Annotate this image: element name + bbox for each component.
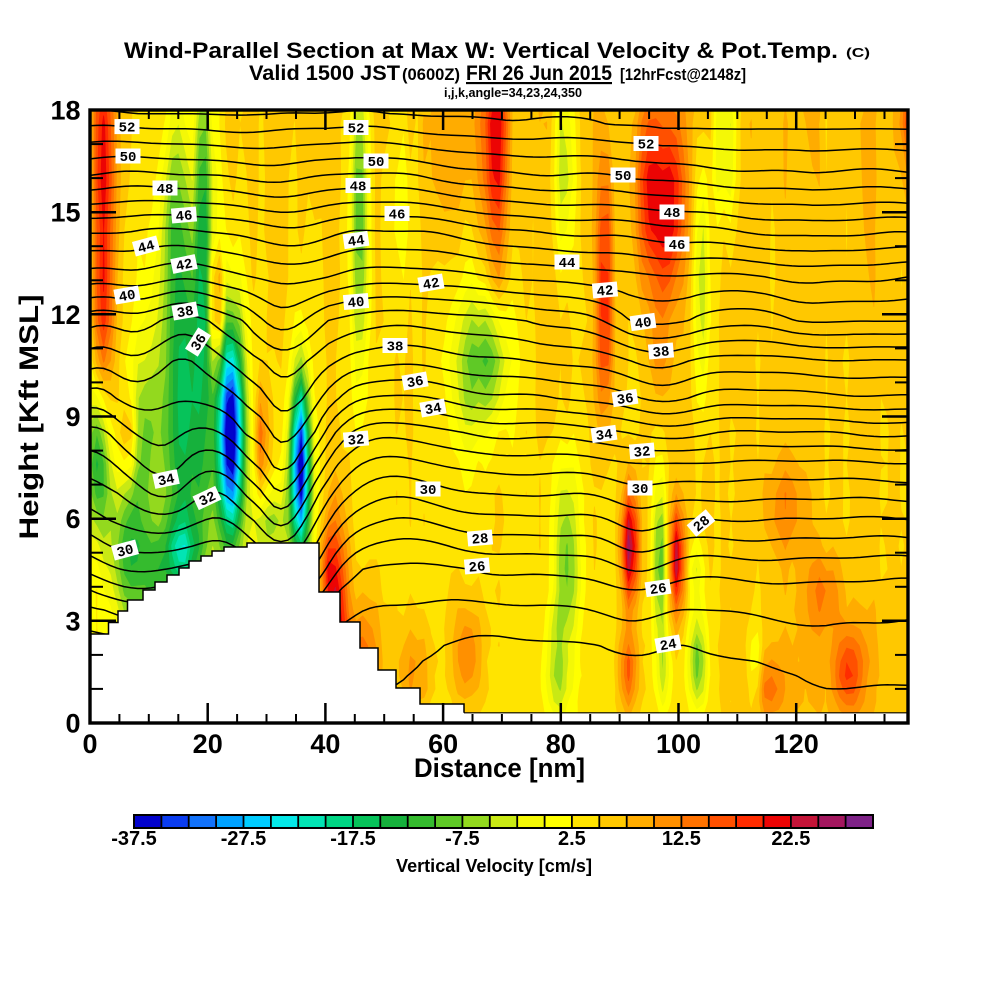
svg-text:28: 28 xyxy=(471,531,489,548)
svg-text:i,j,k,angle=34,23,24,350: i,j,k,angle=34,23,24,350 xyxy=(444,86,582,100)
svg-text:34: 34 xyxy=(595,427,614,445)
svg-text:Wind-Parallel Section at Max W: Wind-Parallel Section at Max W: Vertical… xyxy=(124,38,838,63)
svg-text:32: 32 xyxy=(347,432,365,449)
svg-text:50: 50 xyxy=(368,155,385,171)
svg-text:40: 40 xyxy=(118,288,137,307)
svg-text:22.5: 22.5 xyxy=(771,828,810,850)
svg-text:52: 52 xyxy=(638,138,655,154)
svg-text:50: 50 xyxy=(120,150,137,166)
svg-text:30: 30 xyxy=(115,542,135,562)
svg-text:12.5: 12.5 xyxy=(662,828,701,850)
svg-text:46: 46 xyxy=(175,208,193,225)
svg-text:-27.5: -27.5 xyxy=(221,828,267,850)
svg-text:15: 15 xyxy=(50,198,80,228)
svg-text:26: 26 xyxy=(649,581,668,599)
svg-text:32: 32 xyxy=(197,489,219,511)
svg-text:42: 42 xyxy=(422,276,441,295)
svg-text:32: 32 xyxy=(633,444,651,461)
svg-text:100: 100 xyxy=(656,729,701,759)
svg-text:42: 42 xyxy=(596,283,614,300)
svg-text:48: 48 xyxy=(664,206,681,222)
svg-text:Valid 1500 JST: Valid 1500 JST xyxy=(249,61,400,85)
svg-text:FRI 26 Jun 2015: FRI 26 Jun 2015 xyxy=(466,61,612,85)
svg-text:0: 0 xyxy=(65,709,80,739)
svg-text:Vertical Velocity [cm/s]: Vertical Velocity [cm/s] xyxy=(396,856,592,876)
svg-text:Distance [nm]: Distance [nm] xyxy=(414,753,585,783)
svg-text:12: 12 xyxy=(50,300,80,330)
svg-text:18: 18 xyxy=(50,96,80,126)
svg-text:9: 9 xyxy=(65,402,80,432)
svg-text:52: 52 xyxy=(119,121,136,137)
svg-text:46: 46 xyxy=(389,208,406,224)
svg-text:80: 80 xyxy=(546,729,576,759)
svg-text:(0600Z): (0600Z) xyxy=(402,66,460,84)
svg-text:[12hrFcst@2148z]: [12hrFcst@2148z] xyxy=(620,65,746,84)
svg-text:48: 48 xyxy=(157,182,174,198)
svg-text:36: 36 xyxy=(406,374,425,393)
svg-text:30: 30 xyxy=(420,483,437,499)
svg-text:34: 34 xyxy=(424,401,443,420)
svg-text:42: 42 xyxy=(175,256,195,275)
svg-text:30: 30 xyxy=(632,482,649,498)
svg-text:-7.5: -7.5 xyxy=(445,828,479,850)
svg-text:36: 36 xyxy=(188,332,210,355)
svg-text:52: 52 xyxy=(348,122,365,138)
svg-text:38: 38 xyxy=(387,340,404,356)
svg-text:44: 44 xyxy=(347,233,366,251)
svg-text:120: 120 xyxy=(774,729,819,759)
svg-text:60: 60 xyxy=(428,729,458,759)
svg-text:0: 0 xyxy=(82,729,97,759)
svg-text:38: 38 xyxy=(652,344,670,361)
svg-text:34: 34 xyxy=(157,471,177,490)
svg-text:44: 44 xyxy=(136,238,156,258)
svg-text:40: 40 xyxy=(310,729,340,759)
svg-text:Height [Kft MSL]: Height [Kft MSL] xyxy=(14,295,44,540)
svg-text:46: 46 xyxy=(669,238,686,254)
svg-text:40: 40 xyxy=(347,295,365,312)
svg-text:38: 38 xyxy=(176,304,195,323)
svg-text:40: 40 xyxy=(634,315,653,333)
svg-text:6: 6 xyxy=(65,504,80,534)
svg-text:3: 3 xyxy=(65,606,80,636)
svg-text:-37.5: -37.5 xyxy=(111,828,157,850)
svg-text:50: 50 xyxy=(615,169,632,185)
svg-text:44: 44 xyxy=(559,256,576,272)
svg-text:20: 20 xyxy=(193,729,223,759)
svg-text:48: 48 xyxy=(350,180,367,196)
svg-text:-17.5: -17.5 xyxy=(330,828,376,850)
svg-text:36: 36 xyxy=(616,391,635,409)
svg-text:26: 26 xyxy=(468,559,486,576)
svg-text:2.5: 2.5 xyxy=(558,828,586,850)
svg-text:(C): (C) xyxy=(846,45,870,60)
svg-text:24: 24 xyxy=(659,637,678,656)
